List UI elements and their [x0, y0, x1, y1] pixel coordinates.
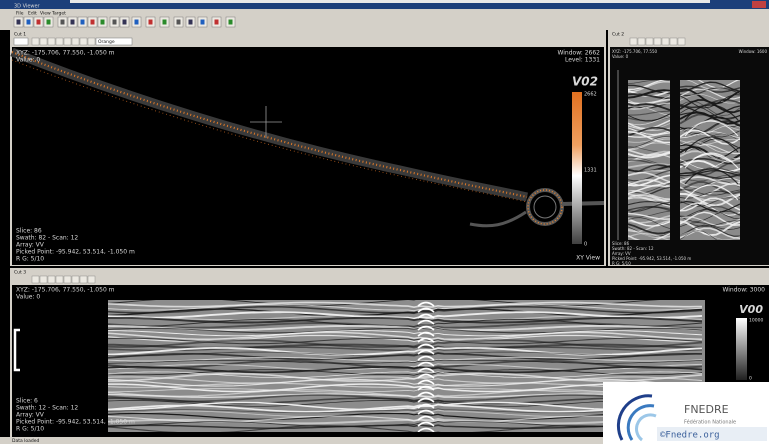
menu-item[interactable]: View: [40, 11, 51, 17]
title-strip: [70, 0, 710, 3]
tool-icon: [201, 20, 205, 25]
close-button[interactable]: [752, 1, 766, 8]
road-exit: [562, 203, 604, 204]
panel-title: Cut 1: [14, 32, 26, 38]
tool-icon: [189, 20, 193, 25]
control-button[interactable]: [630, 38, 637, 45]
control-button[interactable]: [80, 276, 87, 283]
color-bar: [736, 318, 747, 380]
channel-label: V02: [572, 75, 598, 89]
control-button[interactable]: [80, 38, 87, 45]
control-button[interactable]: [654, 38, 661, 45]
xy-view: [12, 47, 604, 265]
control-button[interactable]: [646, 38, 653, 45]
cursor-coords: XYZ: -175.706, 77.550, -1.050 m: [16, 50, 115, 57]
channel-select[interactable]: [14, 38, 28, 45]
toolbar: [14, 17, 235, 27]
tool-icon: [101, 20, 105, 25]
control-button[interactable]: [678, 38, 685, 45]
tool-icon: [27, 20, 31, 25]
info-line: Swath: 82 - Scan: 12: [16, 235, 78, 242]
cursor-coords: XYZ: -175.706, 77.550, -1.050 m: [16, 287, 115, 294]
tool-icon: [91, 20, 95, 25]
page: { "window": {"title": "3D Viewer", "menu…: [0, 0, 769, 444]
control-button[interactable]: [40, 276, 47, 283]
window-level: Level: 1331: [565, 57, 600, 64]
tool-icon: [17, 20, 21, 25]
color-bar: [572, 92, 582, 244]
control-button[interactable]: [48, 38, 55, 45]
tool-icon: [149, 20, 153, 25]
info-line: Slice: 6: [16, 398, 38, 405]
tool-icon: [135, 20, 139, 25]
view-label: XY View: [576, 255, 600, 262]
logo-name: FNEDRE: [684, 403, 729, 416]
color-bar-label: 1331: [584, 168, 597, 174]
channel-label: V00: [739, 303, 763, 316]
panel-controls: [630, 38, 685, 45]
screen: 3D Viewer File Edit View Target Cut 1 Or…: [0, 0, 769, 444]
tool-icon: [113, 20, 117, 25]
tool-icon: [61, 20, 65, 25]
color-bar-label: 0: [584, 242, 587, 248]
control-button[interactable]: [64, 276, 71, 283]
tool-icon: [81, 20, 85, 25]
info-line: Array: VV: [16, 412, 45, 419]
cursor-value: Value: 0: [612, 54, 629, 59]
tool-icon: [229, 20, 233, 25]
tool-icon: [71, 20, 75, 25]
control-button[interactable]: [662, 38, 669, 45]
control-button[interactable]: [638, 38, 645, 45]
tool-icon: [37, 20, 41, 25]
menu-item[interactable]: Edit: [28, 11, 37, 17]
window-title: 3D Viewer: [14, 4, 41, 10]
logo-subtitle: Fédération Nationale: [684, 419, 736, 426]
control-button[interactable]: [56, 38, 63, 45]
control-button[interactable]: [32, 276, 39, 283]
window-level: Window: 3000: [722, 287, 765, 294]
panel-title: Cut 3: [14, 270, 26, 276]
menu-item[interactable]: File: [16, 11, 24, 17]
info-line: Slice: 86: [16, 228, 42, 235]
cursor-value: Value: 0: [16, 57, 40, 64]
panel-title: Cut 2: [612, 32, 624, 38]
tool-icon: [123, 20, 127, 25]
window-level: Window: 1600: [739, 49, 768, 54]
palette-name[interactable]: Orange: [98, 39, 115, 45]
color-bar-label: 10000: [749, 318, 763, 324]
menu-item[interactable]: Target: [51, 11, 66, 17]
control-button[interactable]: [72, 276, 79, 283]
control-button[interactable]: [64, 38, 71, 45]
info-line: Picked Point: -95.942, 53.514, -1.050 m: [16, 419, 135, 426]
control-button[interactable]: [72, 38, 79, 45]
logo-site: ©Fnedre.org: [660, 431, 720, 441]
info-line: Swath: 12 - Scan: 12: [16, 405, 78, 412]
info-line: R G: 5/10: [612, 261, 631, 266]
control-button[interactable]: [32, 38, 39, 45]
control-button[interactable]: [88, 276, 95, 283]
control-button[interactable]: [670, 38, 677, 45]
control-button[interactable]: [40, 38, 47, 45]
color-bar-label: 2662: [584, 92, 597, 98]
tool-icon: [47, 20, 51, 25]
tool-icon: [177, 20, 181, 25]
control-button[interactable]: [48, 276, 55, 283]
info-line: Picked Point: -95.942, 53.514, -1.050 m: [16, 249, 135, 256]
info-line: R G: 5/10: [16, 256, 44, 263]
color-bar-label: 0: [749, 376, 752, 382]
window-level: Window: 2662: [557, 50, 600, 57]
control-button[interactable]: [88, 38, 95, 45]
control-button[interactable]: [56, 276, 63, 283]
status-text: Data loaded: [12, 438, 40, 444]
cursor-value: Value: 0: [16, 294, 40, 301]
info-line: Array: VV: [16, 242, 45, 249]
tool-icon: [215, 20, 219, 25]
info-line: R G: 5/10: [16, 426, 44, 433]
tool-icon: [163, 20, 167, 25]
